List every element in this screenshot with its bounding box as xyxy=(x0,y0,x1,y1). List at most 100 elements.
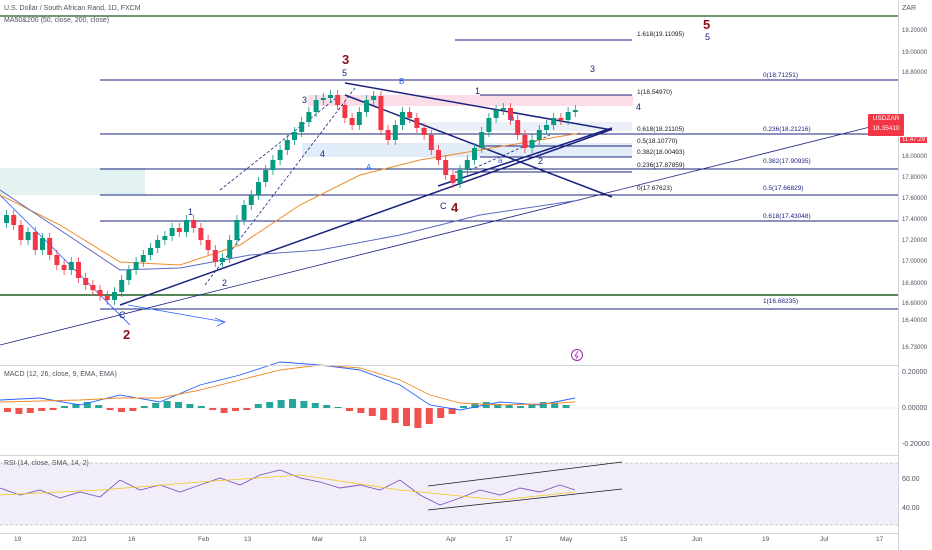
candle-body xyxy=(328,95,333,98)
fib-ext-0236: 0.236(18.21216) xyxy=(763,126,811,133)
fib-label-0382: 0.382(18.00493) xyxy=(637,149,685,156)
macd-histogram-bar xyxy=(391,408,399,423)
candle-body xyxy=(205,240,211,250)
time-axis-label: Mar xyxy=(312,536,324,543)
macd-histogram-bar xyxy=(562,405,570,408)
range-zone xyxy=(420,122,632,131)
fib-label-05: 0.5(18.10770) xyxy=(637,138,677,145)
candle-body xyxy=(133,262,139,270)
ma-indicator-label[interactable]: MA50&200 (50, close, 200, close) xyxy=(4,17,110,24)
rsi-upper-trend xyxy=(427,461,623,487)
candle-body xyxy=(270,160,276,170)
candle-body xyxy=(263,170,269,182)
event-lightning-icon[interactable] xyxy=(571,349,583,361)
macd-histogram-bar xyxy=(425,408,433,424)
price-axis-label: 19.20000 xyxy=(902,28,928,34)
candle-body xyxy=(256,182,261,195)
macd-histogram xyxy=(4,399,570,428)
symbol-title[interactable]: U.S. Dollar / South African Rand, 1D, FX… xyxy=(4,5,141,12)
candle-body xyxy=(450,175,456,183)
macd-histogram-bar xyxy=(61,406,68,408)
macd-histogram-bar xyxy=(197,406,205,408)
macd-histogram-bar xyxy=(300,401,308,408)
price-axis-label: 19.00000 xyxy=(902,50,928,56)
candle-body xyxy=(558,118,564,120)
candle-body xyxy=(241,205,247,220)
candle-body xyxy=(76,262,81,278)
macd-line xyxy=(0,361,576,411)
macd-histogram-bar xyxy=(4,408,11,412)
macd-histogram-bar xyxy=(72,404,80,408)
trend-lines xyxy=(119,82,613,306)
macd-histogram-bar xyxy=(95,405,103,408)
price-axis-label: 17.60000 xyxy=(902,196,928,202)
macd-histogram-bar xyxy=(26,408,34,413)
candle-body xyxy=(148,248,153,255)
macd-histogram-bar xyxy=(163,401,171,408)
macd-histogram-bar xyxy=(494,404,502,408)
time-axis-label: 16 xyxy=(128,536,136,543)
rsi-divider[interactable] xyxy=(0,455,898,456)
macd-histogram-bar xyxy=(505,405,513,408)
candle-body xyxy=(90,285,96,290)
projection-arrow xyxy=(127,304,226,323)
wave-label-5-red: 5 xyxy=(703,17,710,32)
macd-axis-zero: 0.00000 xyxy=(902,405,928,412)
price-axis-label: 16.80000 xyxy=(902,281,928,287)
current-price-tag: USDZAR 18.35410 xyxy=(868,114,904,136)
rsi-band xyxy=(0,463,898,525)
macd-divider[interactable] xyxy=(0,365,898,366)
candle-body xyxy=(356,112,362,125)
macd-histogram-bar xyxy=(49,408,57,410)
macd-histogram-bar xyxy=(152,403,160,408)
rsi-ma-line xyxy=(0,474,576,501)
currency-label: ZAR xyxy=(902,5,916,12)
price-tag-symbol: USDZAR xyxy=(872,115,900,122)
candle-body xyxy=(155,240,161,248)
price-axis-label: 17.80000 xyxy=(902,175,928,181)
wave-label-2: 2 xyxy=(222,278,227,288)
time-axis[interactable]: 19 2023 16 Feb 13 Mar 13 Apr 17 May 15 Jun 19 Jul 17 xyxy=(0,536,898,550)
rsi-line xyxy=(0,469,576,506)
macd-histogram-bar xyxy=(140,406,148,408)
candle-body xyxy=(47,238,53,255)
wave-label-2-right: 2 xyxy=(538,156,543,166)
macd-histogram-bar xyxy=(346,408,353,411)
candle-body xyxy=(191,220,197,228)
wave-label-3-right: 3 xyxy=(590,64,595,74)
macd-histogram-bar xyxy=(232,408,239,411)
candle-body xyxy=(184,220,189,232)
time-axis-label: Jul xyxy=(820,536,829,543)
time-axis-label: Feb xyxy=(198,536,210,543)
rsi-label[interactable]: RSI (14, close, SMA, 14, 2) xyxy=(4,460,89,467)
candle-body xyxy=(544,125,549,130)
candle-body xyxy=(220,258,225,262)
candle-body xyxy=(4,215,9,223)
candle-body xyxy=(227,240,233,258)
time-axis-label: May xyxy=(560,536,573,543)
macd-label[interactable]: MACD (12, 26, close, 9, EMA, EMA) xyxy=(4,371,117,378)
macd-histogram-bar xyxy=(118,408,125,412)
candle-body xyxy=(551,118,557,125)
candle-body xyxy=(61,265,67,270)
candlestick-series xyxy=(4,90,578,305)
candle-body xyxy=(32,232,38,250)
wave-label-2-red: 2 xyxy=(123,327,130,342)
fib-label-0236: 0.236(17.87859) xyxy=(637,162,685,169)
price-axis[interactable]: 19.20000 19.00000 18.80000 18.00000 17.80000… xyxy=(902,28,928,351)
wave-label-4-red: 4 xyxy=(451,200,459,215)
wave-label-4-inner: 4 xyxy=(320,149,325,159)
macd-histogram-bar xyxy=(334,407,342,408)
macd-histogram-bar xyxy=(311,403,319,408)
candle-body xyxy=(342,105,348,118)
candle-body xyxy=(320,98,326,100)
time-axis-label: 19 xyxy=(762,536,770,543)
candle-body xyxy=(54,255,60,265)
price-tag-time: 11:47:29 xyxy=(900,137,927,143)
candle-body xyxy=(104,296,110,300)
wave-label-1: 1 xyxy=(188,207,193,217)
macd-histogram-bar xyxy=(471,403,479,408)
time-axis-label: 19 xyxy=(14,536,22,543)
candle-body xyxy=(119,280,125,292)
